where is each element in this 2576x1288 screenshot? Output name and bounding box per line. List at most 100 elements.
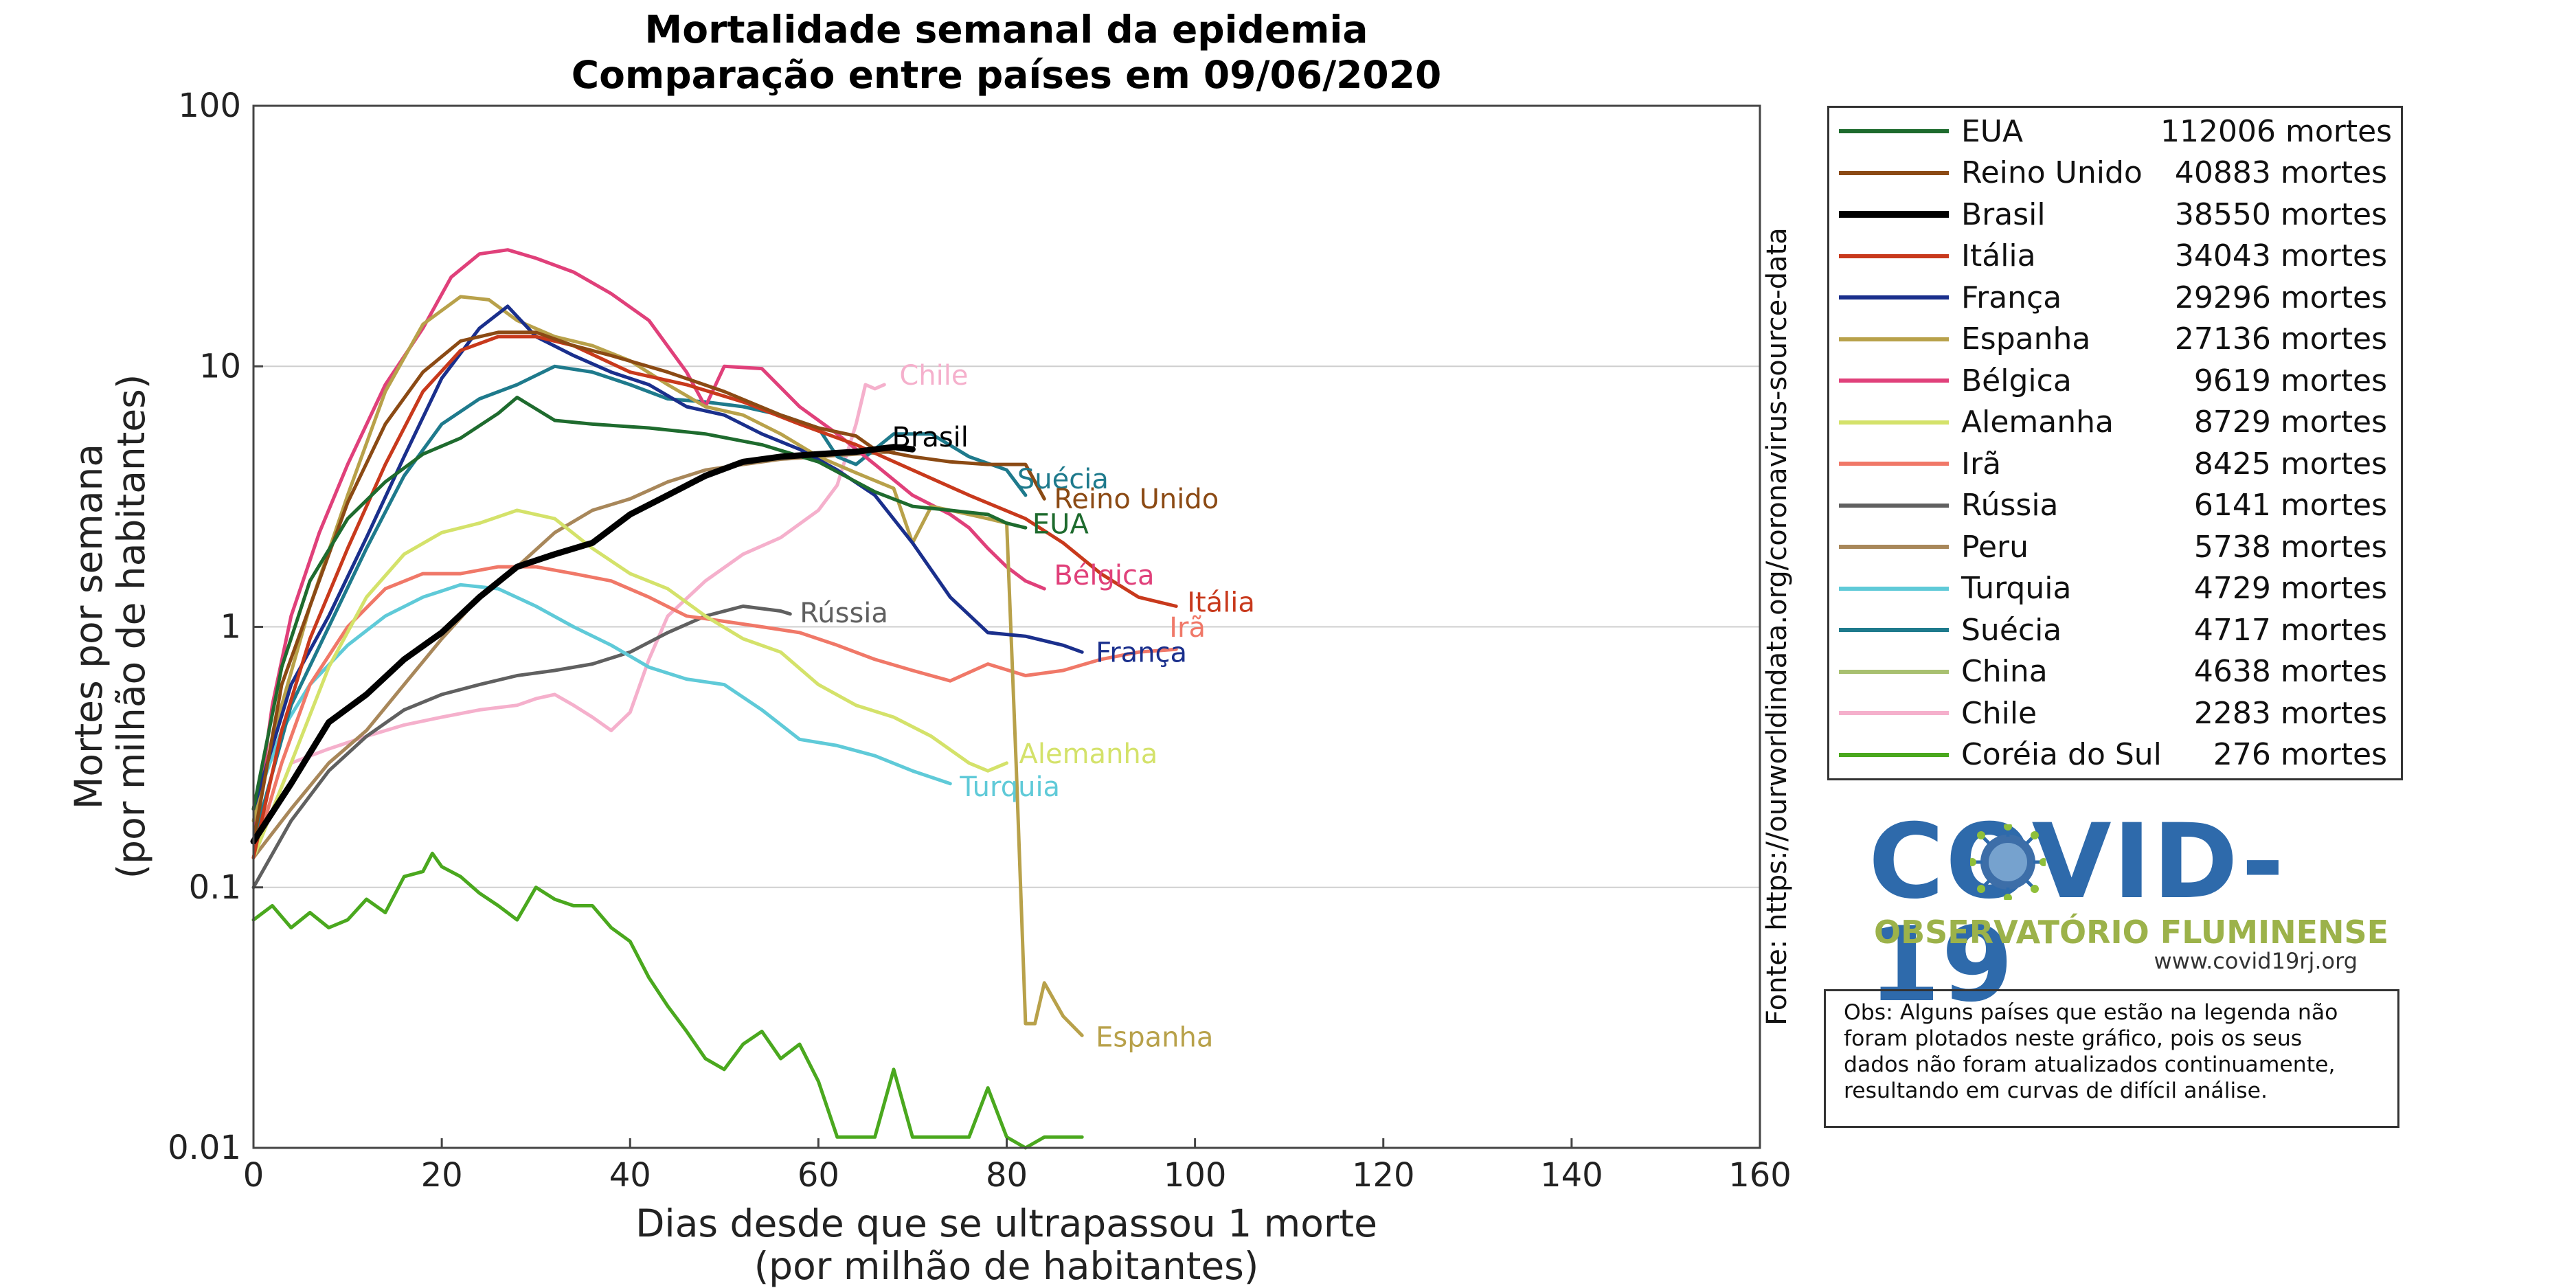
legend-item: Chile 2283 mortes [1829, 692, 2401, 734]
legend-country: Irã [1961, 446, 2002, 482]
legend-deaths: 34043 mortes [2174, 238, 2387, 274]
legend-item: Suécia 4717 mortes [1829, 609, 2401, 651]
series-end-label: Brasil [892, 422, 968, 453]
x-tick-label: 40 [609, 1156, 651, 1195]
x-tick-label: 60 [798, 1156, 839, 1195]
note-line-3: dados não foram atualizados continuament… [1844, 1052, 2336, 1077]
series-end-label: Rússia [800, 598, 888, 629]
legend-swatch [1839, 503, 1949, 508]
legend-item: Bélgica 9619 mortes [1829, 360, 2401, 402]
series-end-label: Irã [1169, 612, 1206, 644]
legend-swatch [1839, 711, 1949, 716]
y-tick-label: 100 [178, 87, 241, 125]
legend-deaths: 4729 mortes [2193, 571, 2387, 607]
x-tick-label: 160 [1728, 1156, 1792, 1195]
legend-deaths: 5738 mortes [2193, 529, 2387, 565]
legend-country: Brasil [1961, 196, 2046, 232]
observation-note: Obs: Alguns países que estão na legenda … [1824, 989, 2399, 1128]
series-line-alemanha [251, 508, 1008, 859]
logo-url: www.covid19rj.org [2154, 948, 2358, 974]
x-tick-label: 100 [1164, 1156, 1227, 1195]
series-line-espanha [251, 295, 1084, 1037]
legend-country: Bélgica [1961, 363, 2072, 398]
series-end-label: Chile [899, 360, 968, 392]
series-line-turquia [251, 583, 952, 811]
x-axis-label-line2: (por milhão de habitantes) [754, 1244, 1259, 1288]
legend-swatch [1839, 586, 1949, 591]
series-end-label: EUA [1032, 508, 1089, 540]
series-end-label: Bélgica [1054, 560, 1154, 591]
series-end-label: Itália [1187, 587, 1255, 618]
y-tick-label: 0.1 [189, 868, 241, 907]
legend-item: Reino Unido 40883 mortes [1829, 152, 2401, 194]
series-line-eua [251, 396, 1028, 811]
legend-country: China [1961, 654, 2048, 690]
y-tick-label: 10 [199, 347, 241, 385]
legend-swatch [1839, 462, 1949, 466]
legend-item: Espanha 27136 mortes [1829, 319, 2401, 361]
series-line-peru [251, 450, 896, 859]
legend-country: Rússia [1961, 488, 2059, 523]
legend-deaths: 9619 mortes [2193, 363, 2387, 398]
legend-deaths: 2283 mortes [2193, 695, 2387, 731]
x-axis-label: Dias desde que se ultrapassou 1 morte [635, 1201, 1377, 1245]
legend-item: EUA 112006 mortes [1829, 111, 2401, 152]
logo-main-text: COVID-19 [1868, 802, 2286, 1025]
series-line-suécia [251, 364, 1028, 844]
x-tick-label: 0 [243, 1156, 264, 1195]
legend-country: EUA [1961, 113, 2024, 149]
legend-swatch [1839, 253, 1949, 258]
legend-swatch [1839, 295, 1949, 300]
legend-swatch [1839, 669, 1949, 674]
legend-deaths: 6141 mortes [2193, 488, 2387, 523]
legend-country: França [1961, 280, 2062, 315]
y-tick-label: 1 [220, 608, 241, 646]
x-tick-label: 140 [1540, 1156, 1603, 1195]
legend-item: França 29296 mortes [1829, 277, 2401, 319]
legend-item: Brasil 38550 mortes [1829, 194, 2401, 236]
x-tick-label: 120 [1352, 1156, 1415, 1195]
legend-item: Itália 34043 mortes [1829, 236, 2401, 278]
legend-swatch [1839, 170, 1949, 175]
legend-swatch [1839, 420, 1949, 425]
legend-deaths: 4717 mortes [2193, 612, 2387, 648]
legend-item: China 4638 mortes [1829, 651, 2401, 693]
y-axis-label: Mortes por semana [67, 444, 111, 809]
series-line-chile [251, 383, 886, 859]
y-tick-label: 0.01 [168, 1129, 241, 1167]
note-line-1: Obs: Alguns países que estão na legenda … [1844, 1000, 2338, 1025]
legend-item: Irã 8425 mortes [1829, 443, 2401, 485]
legend-swatch [1839, 211, 1949, 218]
covid19-logo: COVID-19 OBSERVATÓRIO FLUMINENSE www.cov… [1855, 811, 2391, 1017]
y-axis-ticks: 0.01 0.1 1 10 100 [168, 87, 263, 1167]
series-line-brasil [250, 444, 916, 845]
legend-deaths: 38550 mortes [2174, 196, 2387, 232]
x-tick-label: 80 [986, 1156, 1028, 1195]
legend-item: Peru 5738 mortes [1829, 526, 2401, 568]
legend-deaths: 40883 mortes [2174, 155, 2387, 191]
legend-country: Itália [1961, 238, 2036, 274]
legend-country: Peru [1961, 529, 2029, 565]
x-tick-label: 20 [421, 1156, 463, 1195]
series-end-label: Reino Unido [1054, 484, 1219, 515]
legend-deaths: 8425 mortes [2193, 446, 2387, 482]
legend-swatch [1839, 628, 1949, 633]
series-end-label: Alemanha [1019, 738, 1158, 770]
legend-item: Coréia do Sul 276 mortes [1829, 734, 2401, 776]
note-line-2: foram plotados neste gráfico, pois os se… [1844, 1026, 2303, 1051]
legend-country: Suécia [1961, 612, 2062, 648]
legend-swatch [1839, 545, 1949, 550]
note-line-4: resultando em curvas de difícil análise. [1844, 1078, 2268, 1103]
series-end-label: Turquia [959, 771, 1060, 803]
legend-deaths: 29296 mortes [2174, 280, 2387, 315]
series-end-label: França [1096, 637, 1187, 668]
series-end-labels: Chile Rússia Turquia Irã Alemanha Suécia Bélgi… [800, 360, 1255, 1053]
logo-subtitle: OBSERVATÓRIO FLUMINENSE [1874, 914, 2389, 951]
legend-deaths: 27136 mortes [2174, 321, 2387, 357]
legend-country: Alemanha [1961, 405, 2114, 440]
chart-title: Mortalidade semanal da epidemia [645, 8, 1368, 52]
legend-deaths: 276 mortes [2213, 737, 2387, 773]
legend-swatch [1839, 129, 1949, 134]
legend-swatch [1839, 337, 1949, 341]
